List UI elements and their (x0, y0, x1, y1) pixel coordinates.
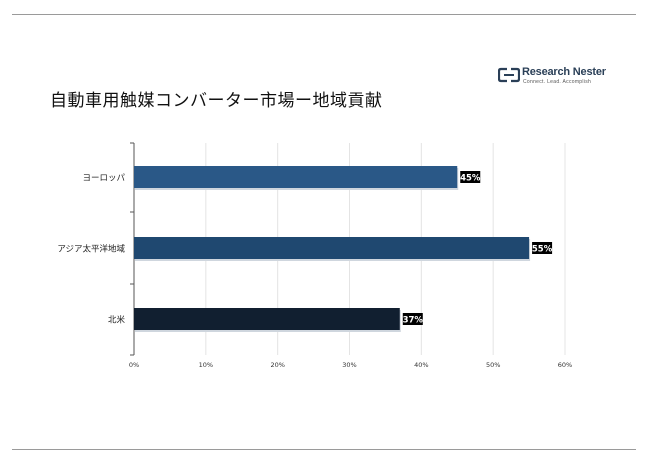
x-tick-label: 0% (129, 361, 139, 369)
chart-title: 自動車用触媒コンバーター市場ー地域貢献 (50, 91, 383, 111)
category-label: 北米 (108, 315, 126, 326)
bar (134, 237, 530, 259)
data-label: 55% (532, 244, 553, 254)
x-tick-label: 60% (558, 361, 572, 369)
data-label: 37% (403, 315, 424, 325)
research-nester-logo: Research Nester Connect. Lead. Accomplis… (498, 64, 610, 88)
top-divider (12, 14, 636, 15)
x-tick-label: 10% (199, 361, 213, 369)
x-tick-label: 50% (486, 361, 500, 369)
x-tick-label: 40% (414, 361, 428, 369)
data-label: 45% (460, 173, 481, 183)
category-label: アジア太平洋地域 (57, 244, 125, 255)
data-label-box (402, 313, 423, 325)
data-label-box (460, 171, 481, 183)
category-label: ヨーロッパ (82, 174, 125, 184)
bar (134, 166, 458, 188)
data-label-box (532, 242, 553, 254)
logo-name: Research Nester (522, 66, 606, 78)
x-tick-label: 20% (270, 361, 284, 369)
logo-tagline: Connect. Lead. Accomplish (523, 79, 592, 85)
x-tick-label: 30% (342, 361, 356, 369)
bottom-divider (12, 449, 636, 450)
logo-mark-icon (498, 67, 520, 83)
bar (134, 308, 400, 330)
